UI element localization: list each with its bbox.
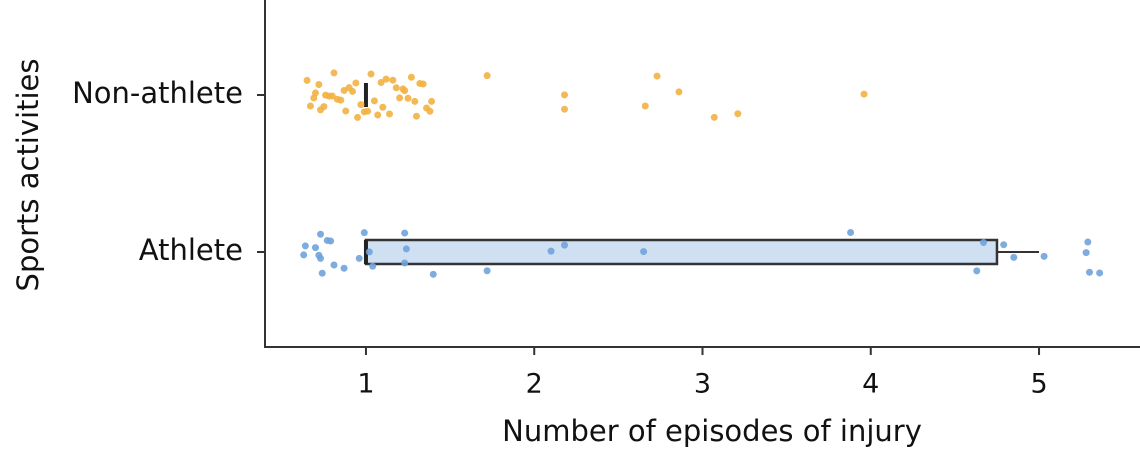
x-tick-label: 2 [526,369,543,400]
point [428,97,436,105]
point [973,267,981,275]
y-tick-label: Non-athlete [72,76,243,110]
point [330,261,338,269]
point [547,247,555,255]
point [710,113,718,121]
point [357,101,365,109]
point [1082,249,1090,257]
point [401,259,409,267]
point [301,242,309,250]
point [426,107,434,115]
point [311,244,319,252]
point [396,94,404,102]
point [315,81,323,89]
point [561,241,569,249]
point [401,229,409,237]
point [847,229,855,237]
point [386,110,394,118]
point [367,70,375,78]
point [352,79,360,87]
point [382,75,390,83]
x-axis-label: Number of episodes of injury [502,414,922,448]
point [1084,238,1092,246]
x-tick-label: 3 [694,369,711,400]
point [337,96,345,104]
point [402,245,410,253]
point [369,262,377,270]
point [330,69,338,77]
point [340,264,348,272]
point [374,111,382,119]
point [317,230,325,238]
point [365,248,373,256]
point [370,97,378,105]
point [412,112,420,120]
point [653,72,661,80]
point [641,102,649,110]
point [407,73,415,81]
point [483,267,491,275]
point [640,248,648,256]
point [734,110,742,118]
point [349,87,356,95]
point [379,103,387,111]
point [411,97,419,105]
point [317,254,325,262]
point [306,102,314,110]
point [364,107,372,115]
point [675,88,683,96]
point [860,90,868,98]
point [1040,252,1048,260]
point [327,237,335,245]
point [328,92,336,100]
point [980,239,988,247]
point [360,229,368,237]
y-tick-label: Athlete [139,233,243,267]
point [1000,241,1008,249]
x-tick-label: 4 [862,369,879,400]
point [318,269,326,277]
point [342,107,350,115]
point [354,113,362,121]
point [320,103,328,111]
x-tick-label: 1 [357,369,374,400]
point [303,76,311,84]
point [561,91,569,99]
point [404,94,412,102]
y-axis-label: Sports activities [11,59,45,292]
point [1086,268,1094,276]
point [355,254,363,262]
box [364,238,999,266]
point [300,251,308,259]
point [401,87,409,95]
point [389,76,397,84]
point [377,78,385,86]
point [1010,253,1018,261]
point [311,89,319,97]
point [419,80,427,88]
point [392,84,400,92]
x-tick-label: 5 [1030,369,1047,400]
point [561,105,569,113]
point [483,72,491,80]
point [1096,269,1104,277]
point [429,270,437,278]
